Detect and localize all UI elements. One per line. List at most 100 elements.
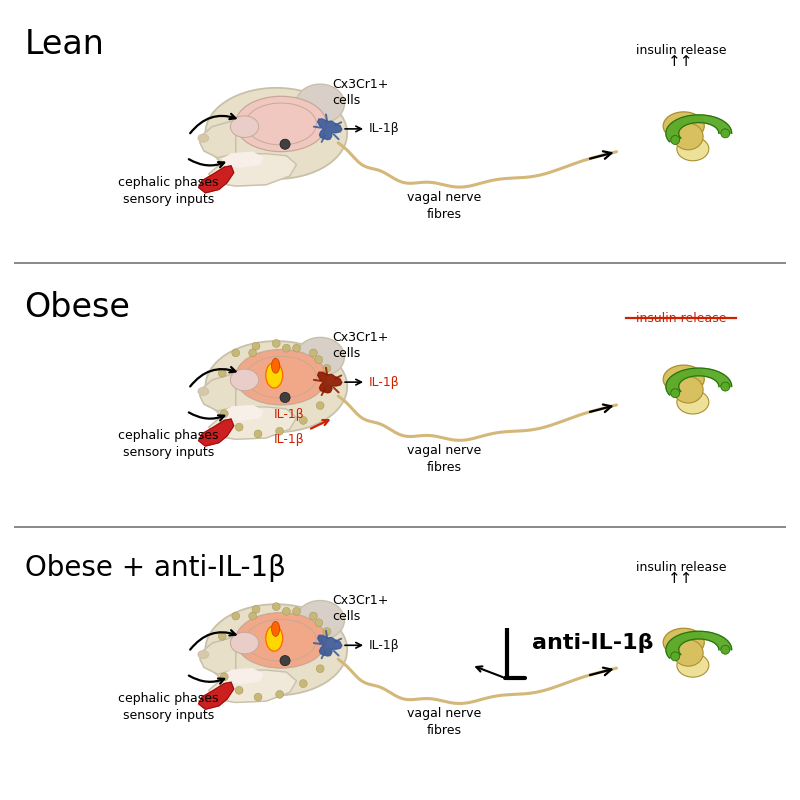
Ellipse shape xyxy=(271,622,280,636)
Polygon shape xyxy=(222,406,262,421)
Ellipse shape xyxy=(266,626,282,651)
Circle shape xyxy=(293,607,301,615)
Text: ↑↑: ↑↑ xyxy=(668,54,694,70)
Circle shape xyxy=(254,430,262,438)
Circle shape xyxy=(721,129,730,138)
Text: Cx3Cr1+
cells: Cx3Cr1+ cells xyxy=(332,594,389,623)
Circle shape xyxy=(276,427,283,435)
Text: Obese: Obese xyxy=(25,290,130,324)
Polygon shape xyxy=(200,636,236,674)
Text: vagal nerve
fibres: vagal nerve fibres xyxy=(407,444,481,474)
Circle shape xyxy=(670,389,680,398)
Ellipse shape xyxy=(198,387,209,395)
Circle shape xyxy=(235,686,243,694)
Ellipse shape xyxy=(230,116,258,138)
Text: Cx3Cr1+
cells: Cx3Cr1+ cells xyxy=(332,78,389,107)
Polygon shape xyxy=(318,635,342,656)
Polygon shape xyxy=(209,670,297,702)
Circle shape xyxy=(252,606,260,614)
Text: IL-1β: IL-1β xyxy=(274,408,304,422)
Ellipse shape xyxy=(235,350,326,405)
Ellipse shape xyxy=(677,654,709,677)
Text: Cx3Cr1+
cells: Cx3Cr1+ cells xyxy=(332,330,389,360)
Circle shape xyxy=(232,349,240,357)
Text: insulin release: insulin release xyxy=(636,561,726,574)
Circle shape xyxy=(276,690,283,698)
Ellipse shape xyxy=(677,390,709,414)
Ellipse shape xyxy=(674,123,703,150)
Circle shape xyxy=(324,385,332,393)
Text: vagal nerve
fibres: vagal nerve fibres xyxy=(407,191,481,221)
Circle shape xyxy=(218,632,226,640)
Ellipse shape xyxy=(663,112,704,140)
Polygon shape xyxy=(666,368,732,395)
Polygon shape xyxy=(666,115,732,142)
Circle shape xyxy=(316,402,324,410)
Text: anti-IL-1β: anti-IL-1β xyxy=(532,634,654,654)
Circle shape xyxy=(323,365,331,372)
Circle shape xyxy=(249,612,257,620)
Circle shape xyxy=(670,652,680,661)
Circle shape xyxy=(272,602,280,610)
Polygon shape xyxy=(198,166,234,193)
Polygon shape xyxy=(198,682,234,710)
Polygon shape xyxy=(666,631,732,658)
Ellipse shape xyxy=(206,88,347,179)
Ellipse shape xyxy=(266,362,282,388)
Circle shape xyxy=(316,665,324,673)
Text: cephalic phases
sensory inputs: cephalic phases sensory inputs xyxy=(118,692,218,722)
Ellipse shape xyxy=(271,358,280,373)
Ellipse shape xyxy=(674,640,703,666)
Ellipse shape xyxy=(230,632,258,654)
Circle shape xyxy=(324,648,332,656)
Circle shape xyxy=(299,417,307,424)
Circle shape xyxy=(272,339,280,347)
Circle shape xyxy=(280,655,290,666)
Text: cephalic phases
sensory inputs: cephalic phases sensory inputs xyxy=(118,429,218,459)
Circle shape xyxy=(249,349,257,357)
Circle shape xyxy=(218,370,226,377)
Polygon shape xyxy=(200,373,236,411)
Circle shape xyxy=(280,392,290,402)
Circle shape xyxy=(299,680,307,687)
Text: IL-1β: IL-1β xyxy=(369,376,400,389)
Circle shape xyxy=(323,628,331,635)
Text: IL-1β: IL-1β xyxy=(369,122,400,135)
Circle shape xyxy=(252,342,260,350)
Circle shape xyxy=(220,673,228,681)
Circle shape xyxy=(293,344,301,352)
Circle shape xyxy=(310,349,318,357)
Circle shape xyxy=(721,382,730,391)
Ellipse shape xyxy=(235,96,326,152)
Text: Obese + anti-IL-1β: Obese + anti-IL-1β xyxy=(25,554,286,582)
Circle shape xyxy=(315,619,322,626)
Ellipse shape xyxy=(663,628,704,657)
Text: cephalic phases
sensory inputs: cephalic phases sensory inputs xyxy=(118,176,218,206)
Ellipse shape xyxy=(677,137,709,161)
Ellipse shape xyxy=(206,341,347,432)
Circle shape xyxy=(282,344,290,352)
Polygon shape xyxy=(198,419,234,446)
Polygon shape xyxy=(209,407,297,439)
Circle shape xyxy=(310,612,318,620)
Circle shape xyxy=(220,410,228,418)
Polygon shape xyxy=(318,119,342,140)
Circle shape xyxy=(235,423,243,431)
Ellipse shape xyxy=(230,369,258,390)
Ellipse shape xyxy=(235,613,326,668)
Text: insulin release: insulin release xyxy=(636,312,726,325)
Polygon shape xyxy=(318,372,342,393)
Ellipse shape xyxy=(198,134,209,142)
Circle shape xyxy=(280,139,290,150)
Text: ↑↑: ↑↑ xyxy=(668,570,694,586)
Ellipse shape xyxy=(198,650,209,658)
Ellipse shape xyxy=(296,601,345,640)
Ellipse shape xyxy=(296,84,345,123)
Polygon shape xyxy=(200,120,236,158)
Polygon shape xyxy=(222,669,262,683)
Circle shape xyxy=(282,607,290,615)
Text: vagal nerve
fibres: vagal nerve fibres xyxy=(407,707,481,738)
Polygon shape xyxy=(209,154,297,186)
Circle shape xyxy=(254,693,262,701)
Text: IL-1β: IL-1β xyxy=(369,638,400,652)
